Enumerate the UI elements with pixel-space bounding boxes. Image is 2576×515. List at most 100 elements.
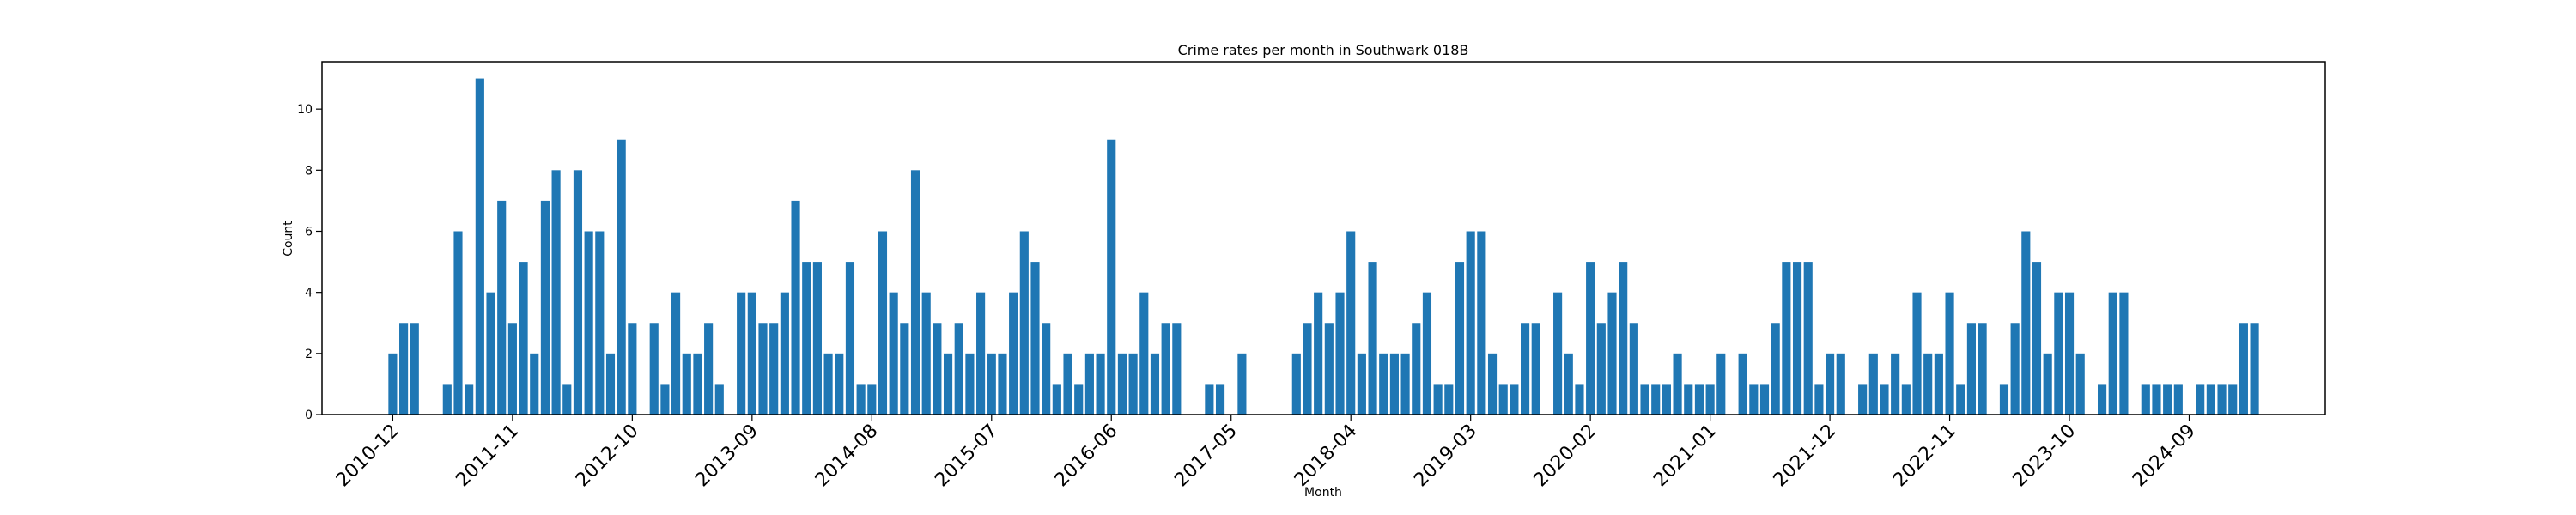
bar <box>617 139 626 415</box>
bar <box>878 231 888 415</box>
bar <box>2043 353 2052 415</box>
bar <box>1575 384 1584 415</box>
bars-group <box>388 78 2259 415</box>
bar <box>2163 384 2172 415</box>
y-axis-label: Count <box>282 221 295 257</box>
bar <box>943 353 953 415</box>
bar <box>1510 384 1519 415</box>
bar <box>1792 262 1802 415</box>
bar <box>2196 384 2205 415</box>
bar <box>1107 139 1116 415</box>
bar <box>1880 384 1889 415</box>
bar <box>2119 292 2129 415</box>
y-tick-label: 6 <box>305 225 313 239</box>
bar <box>486 292 495 415</box>
bar <box>987 353 996 415</box>
bar <box>1771 323 1780 415</box>
bar <box>595 231 605 415</box>
bar <box>1619 262 1628 415</box>
bar <box>1868 353 1878 415</box>
bar <box>704 323 714 415</box>
bar <box>965 353 975 415</box>
bar <box>1237 353 1247 415</box>
bar <box>584 231 593 415</box>
bar <box>507 323 517 415</box>
bar <box>921 292 931 415</box>
bar <box>2032 262 2042 415</box>
bar <box>671 292 681 415</box>
bar <box>737 292 746 415</box>
bar <box>933 323 942 415</box>
bar <box>900 323 909 415</box>
bar <box>1412 323 1421 415</box>
bar <box>889 292 898 415</box>
bar <box>2098 384 2107 415</box>
bar <box>519 262 528 415</box>
bar <box>2021 231 2031 415</box>
bar <box>1400 353 1410 415</box>
bar <box>1607 292 1617 415</box>
bar <box>1042 323 1051 415</box>
bar <box>1128 353 1138 415</box>
bar <box>2108 292 2117 415</box>
bar <box>1673 353 1682 415</box>
y-tick-label: 8 <box>305 164 313 178</box>
bar <box>1684 384 1693 415</box>
bar <box>1422 292 1432 415</box>
bar <box>1172 323 1182 415</box>
bar <box>2075 353 2085 415</box>
bar <box>475 78 484 415</box>
bar <box>2064 292 2075 415</box>
bar <box>769 323 779 415</box>
bar <box>1074 384 1084 415</box>
bar <box>1901 384 1911 415</box>
bar <box>660 384 670 415</box>
bar <box>2141 384 2150 415</box>
bar <box>714 384 724 415</box>
bar <box>1498 384 1508 415</box>
bar <box>1335 292 1345 415</box>
bar <box>758 323 768 415</box>
bar <box>856 384 866 415</box>
bar <box>1694 384 1704 415</box>
bar <box>1749 384 1759 415</box>
bar <box>388 353 398 415</box>
bar <box>2206 384 2215 415</box>
bar <box>605 353 616 415</box>
bar <box>1063 353 1072 415</box>
bar <box>2054 292 2063 415</box>
y-tick-label: 2 <box>305 348 313 361</box>
bar <box>1389 353 1399 415</box>
bar <box>2152 384 2161 415</box>
bar <box>1477 231 1486 415</box>
bar <box>1956 384 1965 415</box>
x-axis-label: Month <box>1304 486 1342 500</box>
bar <box>410 323 419 415</box>
bar <box>2010 323 2020 415</box>
bar <box>1662 384 1671 415</box>
bar <box>1891 353 1900 415</box>
bar <box>1596 323 1606 415</box>
bar <box>573 170 583 415</box>
y-tick-label: 4 <box>305 287 313 300</box>
bar <box>791 200 800 415</box>
bar <box>442 384 452 415</box>
bar <box>1444 384 1454 415</box>
bar <box>2217 384 2227 415</box>
bar <box>1466 231 1475 415</box>
bar <box>453 231 463 415</box>
bar <box>812 262 822 415</box>
bar <box>867 384 877 415</box>
bar <box>1346 231 1356 415</box>
bar <box>682 353 691 415</box>
bar <box>1215 384 1225 415</box>
bar <box>1379 353 1388 415</box>
bar <box>1945 292 1954 415</box>
y-axis-ticks: 0 2 4 6 8 10 <box>297 103 322 422</box>
bar <box>1553 292 1563 415</box>
bar <box>835 353 844 415</box>
bar <box>1303 323 1312 415</box>
bar <box>1803 262 1813 415</box>
